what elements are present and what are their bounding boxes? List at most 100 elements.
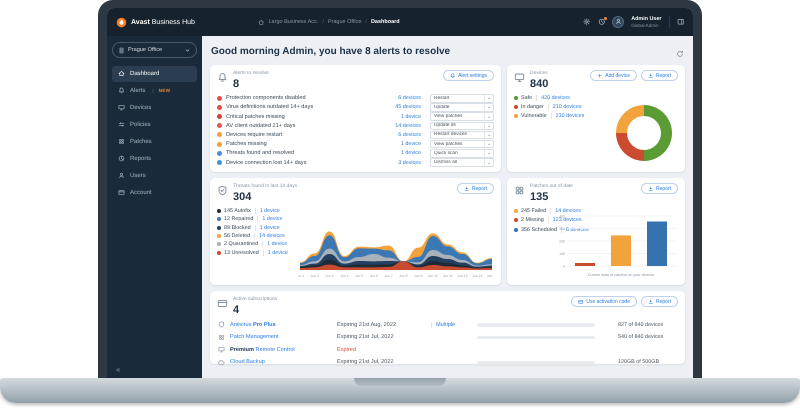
alert-action-label: Dismiss all bbox=[434, 160, 457, 165]
threats-card-title: Threats found in last 14 days bbox=[233, 183, 298, 189]
org-selector[interactable]: Prague Office bbox=[112, 42, 197, 58]
svg-text:0: 0 bbox=[563, 264, 565, 268]
user-block[interactable]: Admin User Global Admin bbox=[631, 16, 661, 28]
subscription-extra-link[interactable]: Multiple bbox=[436, 321, 456, 328]
subscriptions-report-button[interactable]: Report bbox=[640, 296, 678, 307]
sidebar-item-alerts[interactable]: Alerts | NEW bbox=[112, 83, 197, 99]
legend-value-link[interactable]: 6 devices bbox=[565, 226, 589, 233]
chevron-down-icon[interactable]: ⌄ bbox=[484, 122, 493, 130]
legend-value-link[interactable]: 14 devices bbox=[555, 207, 581, 214]
brand[interactable]: Avast Business Hub bbox=[116, 17, 252, 28]
subscription-usage-text: 827 of 840 devices bbox=[618, 321, 664, 328]
chevron-down-icon[interactable]: ⌄ bbox=[484, 104, 493, 111]
use-activation-code-button[interactable]: Use activation code bbox=[571, 296, 637, 307]
chevron-down-icon[interactable]: ⌄ bbox=[484, 140, 493, 148]
legend-value-link[interactable]: 1 device bbox=[267, 249, 288, 256]
alert-row: Device connection lost 14+ days 3 devices… bbox=[217, 158, 494, 167]
alert-action-dropdown[interactable]: View patches ⌄ bbox=[430, 139, 494, 149]
svg-text:Jun 9: Jun 9 bbox=[414, 274, 422, 278]
legend-value-link[interactable]: 420 devices bbox=[541, 94, 570, 101]
patches-report-button[interactable]: Report bbox=[640, 183, 678, 194]
patches-legend: 245 Failed 14 devices 2 Missing 123 devices… bbox=[514, 207, 678, 233]
alert-row: Virus definitions outdated 14+ days 45 de… bbox=[217, 103, 494, 112]
divider bbox=[431, 321, 432, 328]
user-icon bbox=[118, 172, 125, 179]
alert-action-dropdown[interactable]: Update ⌄ bbox=[430, 103, 494, 112]
sidebar-item-label: Account bbox=[130, 189, 152, 196]
alert-devices-link[interactable]: 14 devices bbox=[395, 122, 421, 129]
patches-icon bbox=[118, 138, 125, 145]
badge-divider: | bbox=[152, 87, 154, 94]
subscription-name-link[interactable]: Premium Remote Control bbox=[230, 346, 295, 353]
subscription-name-link[interactable]: Patch Management bbox=[230, 334, 279, 341]
breadcrumb-item[interactable]: Dashboard bbox=[370, 19, 400, 25]
sidebar-collapse-button[interactable]: « bbox=[116, 365, 121, 374]
breadcrumb-item[interactable]: Prague Office bbox=[327, 19, 362, 25]
building-icon bbox=[118, 47, 125, 54]
alert-devices-link[interactable]: 1 device bbox=[400, 150, 421, 157]
legend-value-link[interactable]: 210 devices bbox=[555, 112, 585, 119]
sidebar-item-patches[interactable]: Patches bbox=[112, 134, 197, 150]
svg-text:Jun 13: Jun 13 bbox=[472, 274, 482, 278]
sidebar-item-devices[interactable]: Devices bbox=[112, 100, 197, 116]
alert-devices-link[interactable]: 6 devices bbox=[398, 95, 421, 102]
sidebar-item-users[interactable]: Users bbox=[112, 168, 197, 184]
sidebar-item-reports[interactable]: Reports bbox=[112, 151, 197, 167]
sidebar-item-account[interactable]: Account bbox=[112, 185, 197, 201]
legend-value-link[interactable]: 1 device bbox=[262, 216, 283, 223]
svg-text:Jun 4: Jun 4 bbox=[340, 274, 348, 278]
chevron-down-icon[interactable]: ⌄ bbox=[484, 95, 493, 102]
subscriptions-count: 4 bbox=[233, 303, 240, 316]
card-icon bbox=[118, 189, 125, 196]
chevron-down-icon[interactable]: ⌄ bbox=[484, 150, 493, 157]
add-device-button[interactable]: Add device bbox=[590, 70, 637, 81]
legend-divider bbox=[536, 94, 538, 101]
chevron-down-icon[interactable]: ⌄ bbox=[484, 159, 493, 166]
chevron-down-icon[interactable]: ⌄ bbox=[484, 131, 493, 139]
subscription-name-link[interactable]: Antivirus Pro Plus bbox=[230, 321, 276, 328]
avatar[interactable] bbox=[612, 15, 625, 28]
alert-action-dropdown[interactable]: Restart devices ⌄ bbox=[430, 130, 494, 140]
subscription-expiry: Expiring 21st Jul, 2022 bbox=[337, 334, 394, 341]
threats-report-button[interactable]: Report bbox=[456, 183, 494, 194]
alert-action-dropdown[interactable]: Quick scan ⌄ bbox=[430, 149, 494, 158]
alert-devices-link[interactable]: 6 devices bbox=[398, 131, 421, 138]
legend-value-link[interactable]: 1 device bbox=[267, 241, 288, 248]
legend-dot-icon bbox=[217, 225, 221, 230]
legend-divider bbox=[262, 241, 264, 248]
alerts-count: 8 bbox=[233, 77, 240, 90]
sidebar-item-policies[interactable]: Policies bbox=[112, 117, 197, 133]
alert-action-dropdown[interactable]: Dismiss all ⌄ bbox=[430, 158, 494, 167]
subscription-row: Premium Remote Control Expired bbox=[217, 346, 678, 354]
alert-action-dropdown[interactable]: Update all ⌄ bbox=[430, 121, 494, 131]
chevron-down-icon[interactable]: ⌄ bbox=[484, 113, 493, 120]
devices-legend: Safe 420 devices In danger 210 devices Vulne… bbox=[514, 94, 678, 119]
subscription-name-link[interactable]: Cloud Backup bbox=[230, 359, 265, 366]
legend-value-link[interactable]: 123 devices bbox=[552, 217, 582, 224]
alert-label: Protection components disabled bbox=[226, 95, 306, 102]
subscriptions-card: Active subscriptions 4 Use activation co… bbox=[210, 291, 685, 366]
legend-value-link[interactable]: 210 devices bbox=[552, 103, 582, 110]
legend-value-link[interactable]: 1 device bbox=[259, 207, 280, 214]
legend-value-link[interactable]: 1 device bbox=[259, 224, 280, 231]
alert-devices-link[interactable]: 1 device bbox=[400, 141, 421, 148]
devices-count: 840 bbox=[530, 77, 549, 90]
alert-settings-button[interactable]: Alert settings bbox=[443, 70, 494, 81]
monitor-icon bbox=[217, 346, 225, 353]
sidebar-item-dashboard[interactable]: Dashboard bbox=[112, 66, 197, 82]
alert-devices-link[interactable]: 3 devices bbox=[398, 159, 421, 166]
settings-gear-icon[interactable] bbox=[583, 18, 591, 26]
side-panel-icon[interactable] bbox=[677, 18, 685, 26]
legend-value-link[interactable]: 14 devices bbox=[259, 232, 285, 239]
refresh-icon[interactable] bbox=[676, 50, 684, 58]
alert-devices-link[interactable]: 1 device bbox=[400, 113, 421, 120]
devices-report-button[interactable]: Report bbox=[640, 70, 678, 81]
breadcrumb-item[interactable]: Largo Business Acc. bbox=[268, 19, 319, 25]
monitor-icon bbox=[514, 72, 525, 83]
avast-logo-icon bbox=[116, 17, 127, 28]
alert-devices-link[interactable]: 45 devices bbox=[395, 104, 421, 111]
alert-action-label: Restart devices bbox=[434, 132, 468, 138]
alert-action-dropdown[interactable]: View patches ⌄ bbox=[430, 112, 494, 121]
alert-action-dropdown[interactable]: Restart ⌄ bbox=[430, 94, 494, 103]
notifications-icon[interactable] bbox=[598, 16, 607, 26]
